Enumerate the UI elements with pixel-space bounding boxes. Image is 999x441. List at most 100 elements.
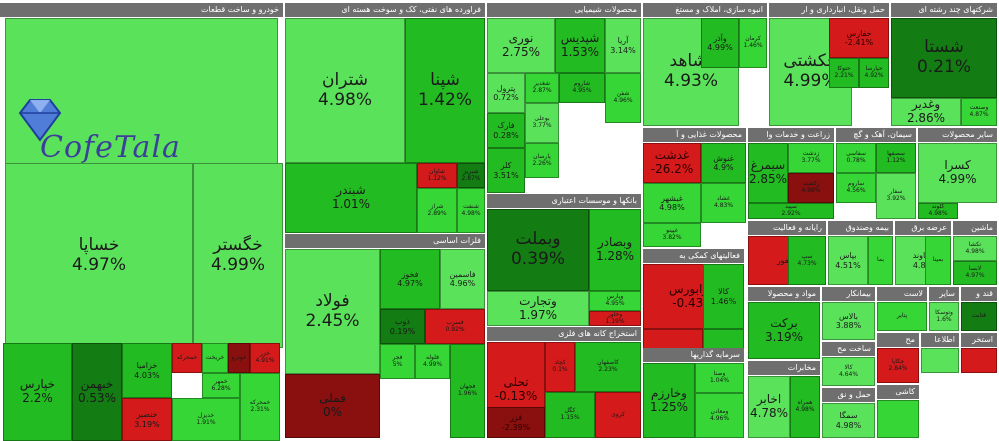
stock-tile[interactable]: سپید 2.92% (748, 203, 834, 219)
stock-tile[interactable]: وصنعت 4.87% (961, 98, 997, 126)
sector-12[interactable]: سایر محصولات کسرا 4.99% کلوند 4.98% (918, 128, 997, 219)
stock-tile[interactable]: کرمان 1.46% (739, 18, 767, 68)
stock-tile[interactable]: شراز 2.89% (417, 188, 457, 233)
stock-tile[interactable]: بالاس 3.88% (822, 302, 875, 340)
sector-3[interactable]: محصولات شیمیایی نوری 2.75% شپدیس 1.53% آریا 3.… (487, 3, 641, 193)
stock-tile[interactable]: فملی 0% (285, 374, 380, 438)
sector-6[interactable]: انبوه سازی، املاک و مستغ ثشاهد 4.93% وآذر 4.… (643, 3, 767, 126)
stock-tile[interactable]: چکاپا 2.84% (877, 348, 919, 383)
stock-tile[interactable]: شپدیس 1.53% (555, 18, 605, 73)
stock-tile[interactable] (921, 348, 959, 373)
stock-tile[interactable]: خمحرکه 2.31% (240, 373, 280, 441)
stock-tile[interactable]: خریخت (202, 343, 228, 373)
stock-tile[interactable]: همراه 4.98% (790, 376, 820, 438)
stock-tile[interactable]: شبریز 2.87% (457, 163, 485, 188)
stock-tile[interactable]: خمحرکه (172, 343, 202, 373)
stock-tile[interactable]: شاوان 1.12% (417, 163, 457, 188)
stock-tile[interactable]: اخابر 4.78% (748, 376, 790, 438)
sector-20[interactable]: بیمانکار بالاس 3.88% (822, 287, 875, 340)
stock-tile[interactable]: غشاد 4.83% (701, 183, 746, 223)
sector-8[interactable]: شرکتهای چند رشته ای شستا 0.21% وغدیر 2.86% وص… (891, 3, 997, 126)
sector-2[interactable]: فلزات اساسی فولاد 2.45% فملی 0% فخوز 4.97% فاسم… (285, 234, 485, 438)
stock-tile[interactable]: کچاد 0.1% (545, 342, 575, 392)
stock-tile[interactable]: وخاور 1.19% (589, 311, 641, 326)
stock-tile[interactable]: خمهر 6.28% (202, 373, 240, 398)
stock-tile[interactable] (961, 348, 997, 373)
stock-tile[interactable]: بمپنا (925, 236, 951, 285)
sector-22[interactable]: سایر وتوسکا 1.6% (929, 287, 959, 331)
stock-tile[interactable] (877, 400, 919, 438)
sector-26[interactable]: اطلاعا (921, 333, 959, 373)
stock-tile[interactable]: خزامیا 4.03% (122, 343, 172, 398)
stock-tile[interactable]: فارک 0.28% (487, 113, 525, 148)
stock-tile[interactable]: خساپا 4.97% (5, 163, 193, 348)
stock-tile[interactable]: سپ 4.73% (788, 236, 826, 285)
stock-tile[interactable]: فخوز 4.97% (380, 249, 440, 309)
stock-tile[interactable]: وغدیر 2.86% (891, 98, 961, 126)
stock-tile[interactable]: کلر 3.51% (487, 148, 525, 193)
stock-tile[interactable]: وتوسکا 1.6% (929, 302, 959, 331)
sector-15[interactable]: بیمه وصندوق بپاس 4.51% بما (828, 221, 893, 285)
sector-19[interactable]: مواد و محصولا برکت 3.19% (748, 287, 820, 359)
stock-tile[interactable]: برکت 3.19% (748, 302, 820, 359)
stock-tile[interactable]: زکشت 4.98% (788, 173, 834, 203)
sector-11[interactable]: سیمان، آهک و گچ سفاسی 0.78% سصفها 1.12% ساروم… (836, 128, 916, 219)
stock-tile[interactable]: شپنا 1.42% (405, 18, 485, 163)
stock-tile[interactable]: زدشت 3.77% (788, 143, 834, 173)
sector-1[interactable]: فراورده های نفتی، کک و سوخت هسته ای شتران… (285, 3, 485, 233)
stock-tile[interactable]: وبملت 0.39% (487, 209, 589, 291)
stock-tile[interactable]: بما (868, 236, 893, 285)
stock-tile[interactable]: تکشا 4.98% (953, 236, 997, 261)
stock-tile[interactable]: پتایر (877, 302, 927, 331)
stock-tile[interactable]: وآذر 4.99% (701, 18, 739, 68)
stock-tile[interactable]: غپینو 3.82% (643, 223, 701, 247)
stock-tile[interactable]: بپاس 4.51% (828, 236, 868, 285)
stock-tile[interactable]: سفاسی 0.78% (836, 143, 876, 173)
sector-17[interactable]: ماشین تکشا 4.98% لابسا 4.97% (953, 221, 997, 285)
stock-tile[interactable]: خزر 4.91% (250, 343, 280, 373)
sector-10[interactable]: زراعت و خدمات وا سیمرغ 2.85% زدشت 3.77% زکشت 4… (748, 128, 834, 219)
stock-tile[interactable]: نوری 2.75% (487, 18, 555, 73)
stock-tile[interactable]: غدشت -26.2% (643, 143, 701, 183)
stock-tile[interactable]: وتجارت 1.97% (487, 291, 589, 326)
stock-tile[interactable]: حپارسا 4.92% (859, 58, 889, 88)
stock-tile[interactable]: شاروم 4.95% (559, 73, 605, 103)
stock-tile[interactable]: کلوند 4.98% (918, 203, 958, 219)
stock-tile[interactable]: خگستر 4.99% (193, 163, 283, 348)
stock-tile[interactable]: خودرو (228, 343, 250, 373)
stock-tile[interactable]: حتوکا 2.21% (829, 58, 859, 88)
sector-29[interactable]: حمل و نق سمگا 4.98% (822, 388, 875, 438)
stock-tile[interactable]: فسرب 0.92% (425, 309, 485, 344)
sector-21[interactable]: لاست پتایر (877, 287, 927, 331)
stock-tile[interactable]: وپارس 4.95% (589, 291, 641, 311)
stock-tile[interactable]: سفار 3.92% (876, 173, 916, 219)
stock-tile[interactable]: ذوب 0.19% (380, 309, 425, 344)
stock-tile[interactable]: شستا 0.21% (891, 18, 997, 98)
stock-tile[interactable]: فزر -2.39% (487, 407, 545, 438)
stock-tile[interactable]: فلوله 4.99% (415, 344, 450, 379)
stock-tile[interactable]: وبصادر 1.28% (589, 209, 641, 291)
sector-0[interactable]: خودرو و ساخت قطعاتخودرو1.54%خساپا4.97%خگ… (0, 3, 283, 441)
stock-tile[interactable]: کالا 4.64% (822, 357, 875, 386)
stock-tile[interactable]: لابسا 4.97% (953, 261, 997, 285)
stock-tile[interactable]: پترول 0.72% (487, 73, 525, 113)
sector-23[interactable]: قند و قثابت (961, 287, 997, 331)
stock-tile[interactable]: کروی (595, 392, 641, 438)
stock-tile[interactable]: قثابت (961, 302, 997, 331)
stock-tile[interactable]: خبهمن 0.53% (72, 343, 122, 441)
stock-tile[interactable]: وخارزم 1.25% (643, 363, 695, 438)
sector-16[interactable]: عرضه برق دماوند 4.8% بمپنا (895, 221, 951, 285)
stock-tile[interactable]: وصنا 1.04% (695, 363, 744, 393)
stock-tile[interactable]: خپارس 2.2% (3, 343, 72, 441)
stock-tile[interactable]: پارسان 2.26% (525, 143, 559, 178)
stock-tile[interactable]: شغدیر 2.87% (525, 73, 559, 103)
stock-tile[interactable]: خدیزل 1.91% (172, 398, 240, 441)
sector-9[interactable]: محصولات غذایی و آ غدشت -26.2% غنوش 4.9% غبشهر… (643, 128, 746, 247)
sector-24[interactable]: ساخت مح کالا 4.64% (822, 342, 875, 386)
stock-tile[interactable]: غبشهر 4.98% (643, 183, 701, 223)
stock-tile[interactable]: خنصير 3.19% (122, 398, 172, 441)
sector-25[interactable]: مح چکاپا 2.84% (877, 333, 919, 383)
stock-tile[interactable]: ومعادن 4.96% (695, 393, 744, 438)
stock-tile[interactable]: سمگا 4.98% (822, 403, 875, 438)
stock-tile[interactable]: فجهان 1.96% (450, 344, 485, 438)
